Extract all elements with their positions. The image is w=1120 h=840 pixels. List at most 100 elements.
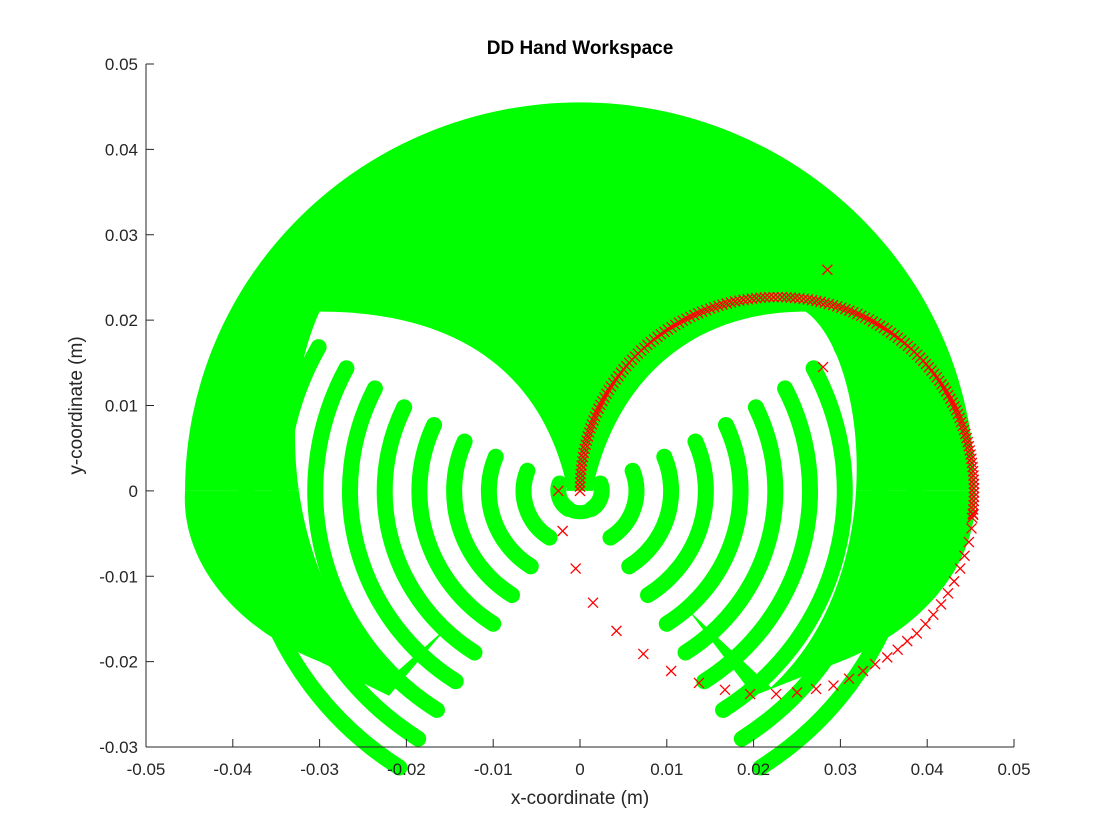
arc-marker (750, 292, 762, 304)
arc-marker (772, 291, 784, 303)
arc-marker (968, 474, 980, 486)
y-tick-label: 0.03 (105, 226, 138, 245)
arc-marker (968, 482, 980, 494)
arc-marker (815, 296, 827, 308)
arc-marker (717, 299, 729, 311)
arc-marker (594, 399, 606, 411)
arc-marker (946, 397, 958, 409)
arc-marker (962, 436, 974, 448)
arc-marker (839, 303, 851, 315)
ring-right-8 (733, 339, 888, 747)
data-marker (959, 550, 970, 562)
data-marker (570, 563, 582, 575)
data-marker (892, 644, 904, 656)
ring-left-7 (307, 360, 445, 718)
data-marker (587, 597, 599, 609)
arc-marker (688, 309, 700, 321)
x-tick-label: 0.02 (737, 760, 770, 779)
ring-left-6 (342, 380, 464, 690)
arc-marker (763, 291, 775, 303)
data-marker (911, 627, 923, 639)
arc-marker (819, 297, 831, 309)
x-tick-label: 0.01 (650, 760, 683, 779)
data-marker (967, 509, 979, 521)
arc-marker (957, 420, 969, 432)
arc-marker (968, 495, 980, 507)
x-tick-label: 0.03 (824, 760, 857, 779)
data-marker (881, 651, 893, 663)
arc-marker (708, 301, 720, 313)
arc-marker (692, 307, 704, 319)
ring-right-2 (621, 448, 680, 575)
x-tick-label: -0.05 (127, 760, 166, 779)
arc-marker (586, 418, 598, 430)
arc-marker (712, 300, 724, 312)
data-marker (942, 587, 954, 599)
arc-marker (968, 487, 980, 498)
arc-marker (967, 465, 979, 477)
y-tick-label: 0.01 (105, 397, 138, 416)
arc-marker (578, 447, 590, 459)
data-marker (948, 575, 960, 587)
arc-marker (721, 298, 733, 309)
data-marker (927, 609, 939, 621)
arc-marker (950, 404, 962, 416)
arc-marker (574, 481, 586, 493)
arc-marker (967, 470, 979, 482)
y-tick-label: -0.02 (99, 653, 138, 672)
arc-marker (954, 412, 966, 424)
arc-marker (746, 293, 758, 305)
data-marker (810, 683, 822, 695)
arc-marker (776, 291, 788, 303)
arc-marker (574, 485, 586, 497)
arc-marker (591, 407, 603, 419)
x-tick-label: -0.02 (387, 760, 426, 779)
arc-marker (835, 302, 847, 314)
arc-marker (963, 440, 975, 452)
data-marker (770, 688, 782, 700)
data-marker (966, 522, 977, 534)
arc-marker (729, 296, 741, 307)
data-marker (637, 648, 649, 660)
y-tick-label: 0.05 (105, 55, 138, 74)
arc-marker (851, 308, 863, 320)
arc-marker (580, 439, 592, 451)
y-tick-label: 0 (129, 482, 138, 501)
ring-right-6 (696, 380, 818, 690)
arc-marker (959, 428, 971, 440)
data-marker (827, 680, 839, 691)
ring-left-8 (272, 339, 427, 747)
arc-marker (579, 443, 591, 455)
data-marker (693, 677, 705, 689)
arc-marker (583, 426, 595, 438)
x-tick-label: 0.05 (997, 760, 1030, 779)
x-tick-label: -0.03 (300, 760, 339, 779)
arc-marker (855, 310, 867, 322)
arc-marker (955, 416, 967, 428)
data-marker (817, 361, 829, 373)
arc-marker (948, 400, 960, 412)
data-marker (935, 598, 947, 610)
arc-marker (759, 291, 771, 303)
x-tick-label: -0.04 (213, 760, 252, 779)
arc-marker (961, 432, 973, 444)
ring-left-4 (411, 417, 502, 632)
workspace-region (184, 102, 976, 776)
arc-marker (588, 414, 599, 426)
x-axis-label: x-coordinate (m) (511, 788, 649, 809)
ring-left-9 (237, 316, 408, 776)
ring-left-1 (515, 462, 558, 546)
arc-marker (806, 294, 818, 306)
arc-marker (725, 297, 737, 308)
arc-marker (581, 435, 593, 447)
data-marker (719, 684, 731, 696)
ring-right-7 (715, 360, 853, 718)
data-marker (665, 665, 677, 677)
arc-marker (768, 291, 780, 303)
x-tick-label: -0.01 (474, 760, 513, 779)
arc-marker (831, 300, 843, 312)
data-marker (857, 665, 869, 677)
data-marker (744, 688, 756, 700)
